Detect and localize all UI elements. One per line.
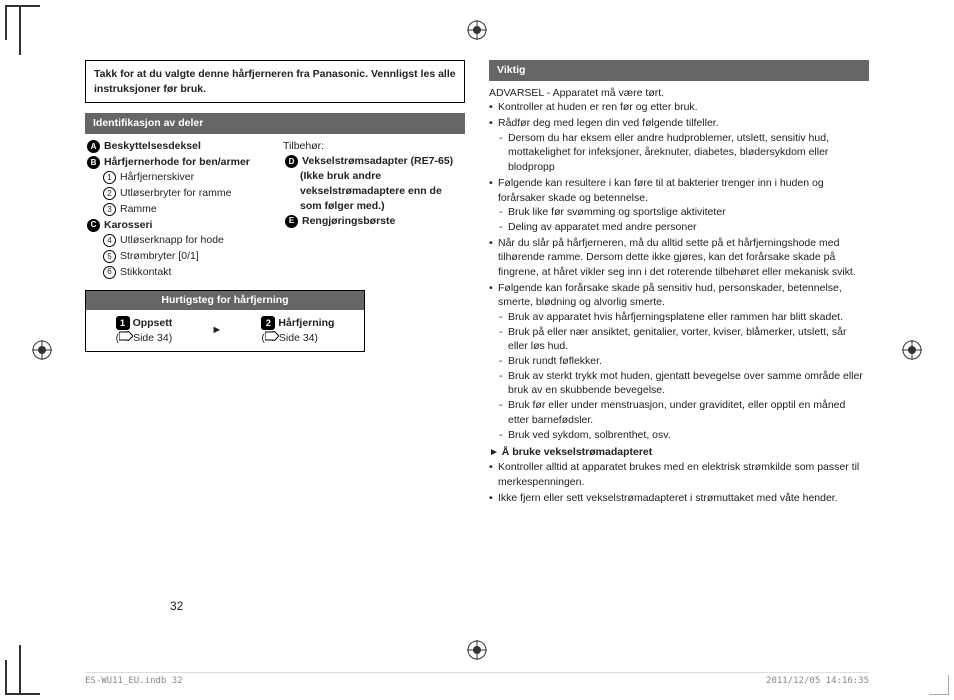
print-footer: ES-WU11_EU.indb 32 2011/12/05 14:16:35 [85,672,869,688]
sub-item: Bruk rundt føflekker. [498,354,869,369]
registration-mark-top [467,20,487,40]
sub-item: Bruk like før svømming og sportslige akt… [498,205,869,220]
marker-4-icon: 4 [103,234,116,247]
registration-mark-left [32,340,52,360]
part-c6: Stikkontakt [120,265,171,280]
step-2-page: Side 34 [279,332,315,344]
marker-b-icon: B [87,156,100,169]
part-e: Rengjøringsbørste [302,214,395,229]
section-header-ident: Identifikasjon av deler [85,113,465,134]
crop-mark-br [929,675,949,695]
warning-text: ADVARSEL - Apparatet må være tørt. [489,86,869,101]
parts-left: A Beskyttelsesdeksel B Hårfjernerhode for … [85,139,267,280]
part-b: Hårfjernerhode for ben/armer [104,155,250,170]
page-number: 32 [170,598,183,615]
parts-right: Tilbehør: DVekselstrømsadapter (RE7-65) … [283,139,465,280]
marker-c-icon: C [87,219,100,232]
sub-item: Bruk av sterkt trykk mot huden, gjentatt… [498,369,869,398]
quick-steps-body: 1Oppsett (Side 34) ► 2Hårfjerning (Side … [86,310,364,351]
quick-step-2: 2Hårfjerning (Side 34) [261,316,334,345]
crop-mark-bl [5,660,40,695]
marker-5-icon: 5 [103,250,116,263]
page: Takk for at du valgte denne hårfjerneren… [0,0,954,700]
footer-file: ES-WU11_EU.indb 32 [85,675,183,688]
part-c: Karosseri [104,218,152,233]
step-1-page: Side 34 [133,332,169,344]
crop-mark-tl [5,5,40,40]
step-2-label: Hårfjerning [278,317,334,329]
step-1-icon: 1 [116,316,130,330]
marker-e-icon: E [285,215,298,228]
sub-item: Bruk på eller nær ansiktet, genitalier, … [498,325,869,354]
list-item: Kontroller at huden er ren før og etter … [489,100,869,115]
part-b3: Ramme [120,202,157,217]
part-a: Beskyttelsesdeksel [104,139,201,154]
quick-steps-box: Hurtigsteg for hårfjerning 1Oppsett (Sid… [85,290,365,352]
list-item: Følgende kan resultere i kan føre til at… [489,176,869,235]
sub-item: Dersom du har eksem eller andre hudprobl… [498,131,869,175]
part-c5: Strømbryter [0/1] [120,249,199,264]
part-b1: Hårfjernerskiver [120,170,194,185]
step-2-icon: 2 [261,316,275,330]
adapter-list: Kontroller alltid at apparatet brukes me… [489,460,869,505]
important-list: Kontroller at huden er ren før og etter … [489,100,869,442]
quick-steps-title: Hurtigsteg for hårfjerning [86,291,364,310]
list-item: Ikke fjern eller sett vekselstrømadapter… [489,491,869,506]
marker-2-icon: 2 [103,187,116,200]
marker-a-icon: A [87,140,100,153]
marker-d-icon: D [285,155,298,168]
subheading-adapter: Å bruke vekselstrømadapteret [489,445,869,460]
marker-6-icon: 6 [103,266,116,279]
page-arrow-icon [119,331,133,341]
sub-item: Bruk ved sykdom, solbrenthet, osv. [498,428,869,443]
footer-timestamp: 2011/12/05 14:16:35 [766,675,869,688]
marker-1-icon: 1 [103,171,116,184]
page-arrow-icon [265,331,279,341]
intro-box: Takk for at du valgte denne hårfjerneren… [85,60,465,103]
registration-mark-right [902,340,922,360]
step-1-label: Oppsett [133,317,173,329]
sub-item: Bruk av apparatet hvis hårfjerningsplate… [498,310,869,325]
list-item: Kontroller alltid at apparatet brukes me… [489,460,869,489]
marker-3-icon: 3 [103,203,116,216]
part-d: Vekselstrømsadapter (RE7-65) [302,154,453,169]
parts-columns: A Beskyttelsesdeksel B Hårfjernerhode for … [85,139,465,280]
list-item: Følgende kan forårsake skade på sensitiv… [489,281,869,443]
part-c4: Utløserknapp for hode [120,233,224,248]
part-b2: Utløserbryter for ramme [120,186,231,201]
right-column: Viktig ADVARSEL - Apparatet må være tørt… [489,60,869,640]
sub-item: Bruk før eller under menstruasjon, under… [498,398,869,427]
arrow-right-icon: ► [211,323,222,338]
registration-mark-bottom [467,640,487,660]
sub-item: Deling av apparatet med andre personer [498,220,869,235]
section-header-important: Viktig [489,60,869,81]
accessories-label: Tilbehør: [283,139,465,154]
list-item: Når du slår på hårfjerneren, må du allti… [489,236,869,280]
part-d-note: (Ikke bruk andre vekselstrømadaptere enn… [283,169,465,213]
content-columns: Takk for at du valgte denne hårfjerneren… [85,60,869,640]
left-column: Takk for at du valgte denne hårfjerneren… [85,60,465,640]
quick-step-1: 1Oppsett (Side 34) [116,316,173,345]
list-item: Rådfør deg med legen din ved følgende ti… [489,116,869,175]
